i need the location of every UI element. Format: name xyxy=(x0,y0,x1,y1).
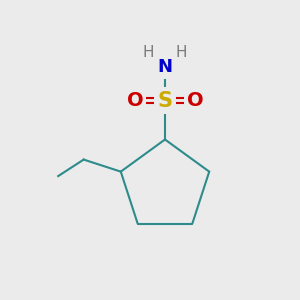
Text: H: H xyxy=(176,45,187,60)
Text: O: O xyxy=(187,91,203,110)
Text: H: H xyxy=(143,45,154,60)
Text: S: S xyxy=(158,91,172,110)
Text: O: O xyxy=(127,91,143,110)
Text: N: N xyxy=(158,58,172,76)
